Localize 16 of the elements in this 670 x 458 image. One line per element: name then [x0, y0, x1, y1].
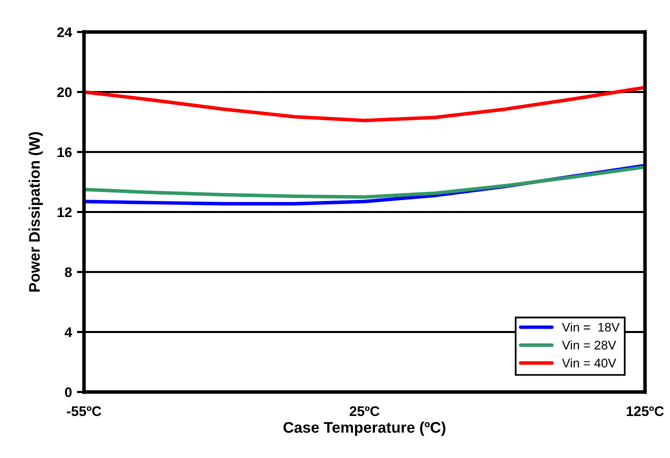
y-tick-label: 4 — [64, 327, 72, 338]
x-tick-label: -55ºC — [66, 406, 102, 416]
y-tick-label: 8 — [64, 267, 72, 278]
y-axis-title: Power Dissipation (W) — [28, 132, 43, 292]
y-tick-label: 12 — [58, 207, 72, 218]
y-tick-label: 16 — [58, 147, 72, 158]
y-tick-label: 24 — [57, 27, 72, 38]
y-tick-label: 20 — [57, 87, 72, 98]
x-axis-title: Case Temperature (ºC) — [284, 422, 446, 436]
legend-label: Vin = 40V — [562, 358, 616, 368]
line-series — [84, 165, 645, 199]
x-tick-label: 125ºC — [626, 406, 664, 416]
y-tick-label: 0 — [65, 387, 72, 398]
legend-label: Vin = 18V — [562, 322, 620, 332]
legend-label: Vin = 28V — [562, 340, 616, 350]
x-tick-label: 25ºC — [350, 406, 380, 416]
